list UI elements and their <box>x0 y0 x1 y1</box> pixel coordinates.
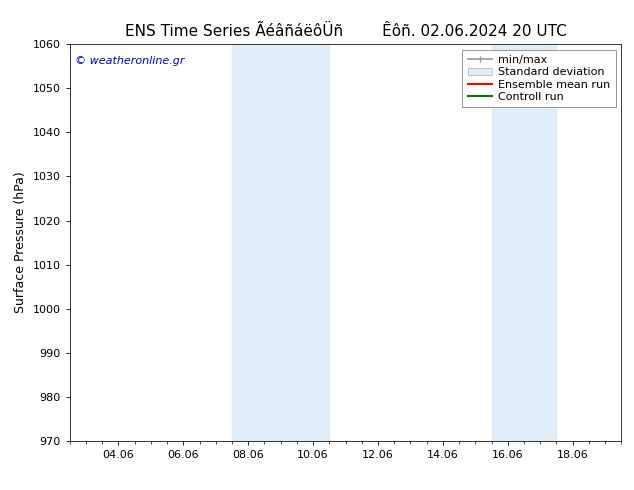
Title: ENS Time Series ÃéâñáëôÜñ        Êôñ. 02.06.2024 20 UTC: ENS Time Series ÃéâñáëôÜñ Êôñ. 02.06.202… <box>125 24 566 39</box>
Y-axis label: Surface Pressure (hPa): Surface Pressure (hPa) <box>14 172 27 314</box>
Bar <box>232 44 329 441</box>
Bar <box>491 44 557 441</box>
Text: © weatheronline.gr: © weatheronline.gr <box>75 56 184 66</box>
Legend: min/max, Standard deviation, Ensemble mean run, Controll run: min/max, Standard deviation, Ensemble me… <box>462 49 616 107</box>
